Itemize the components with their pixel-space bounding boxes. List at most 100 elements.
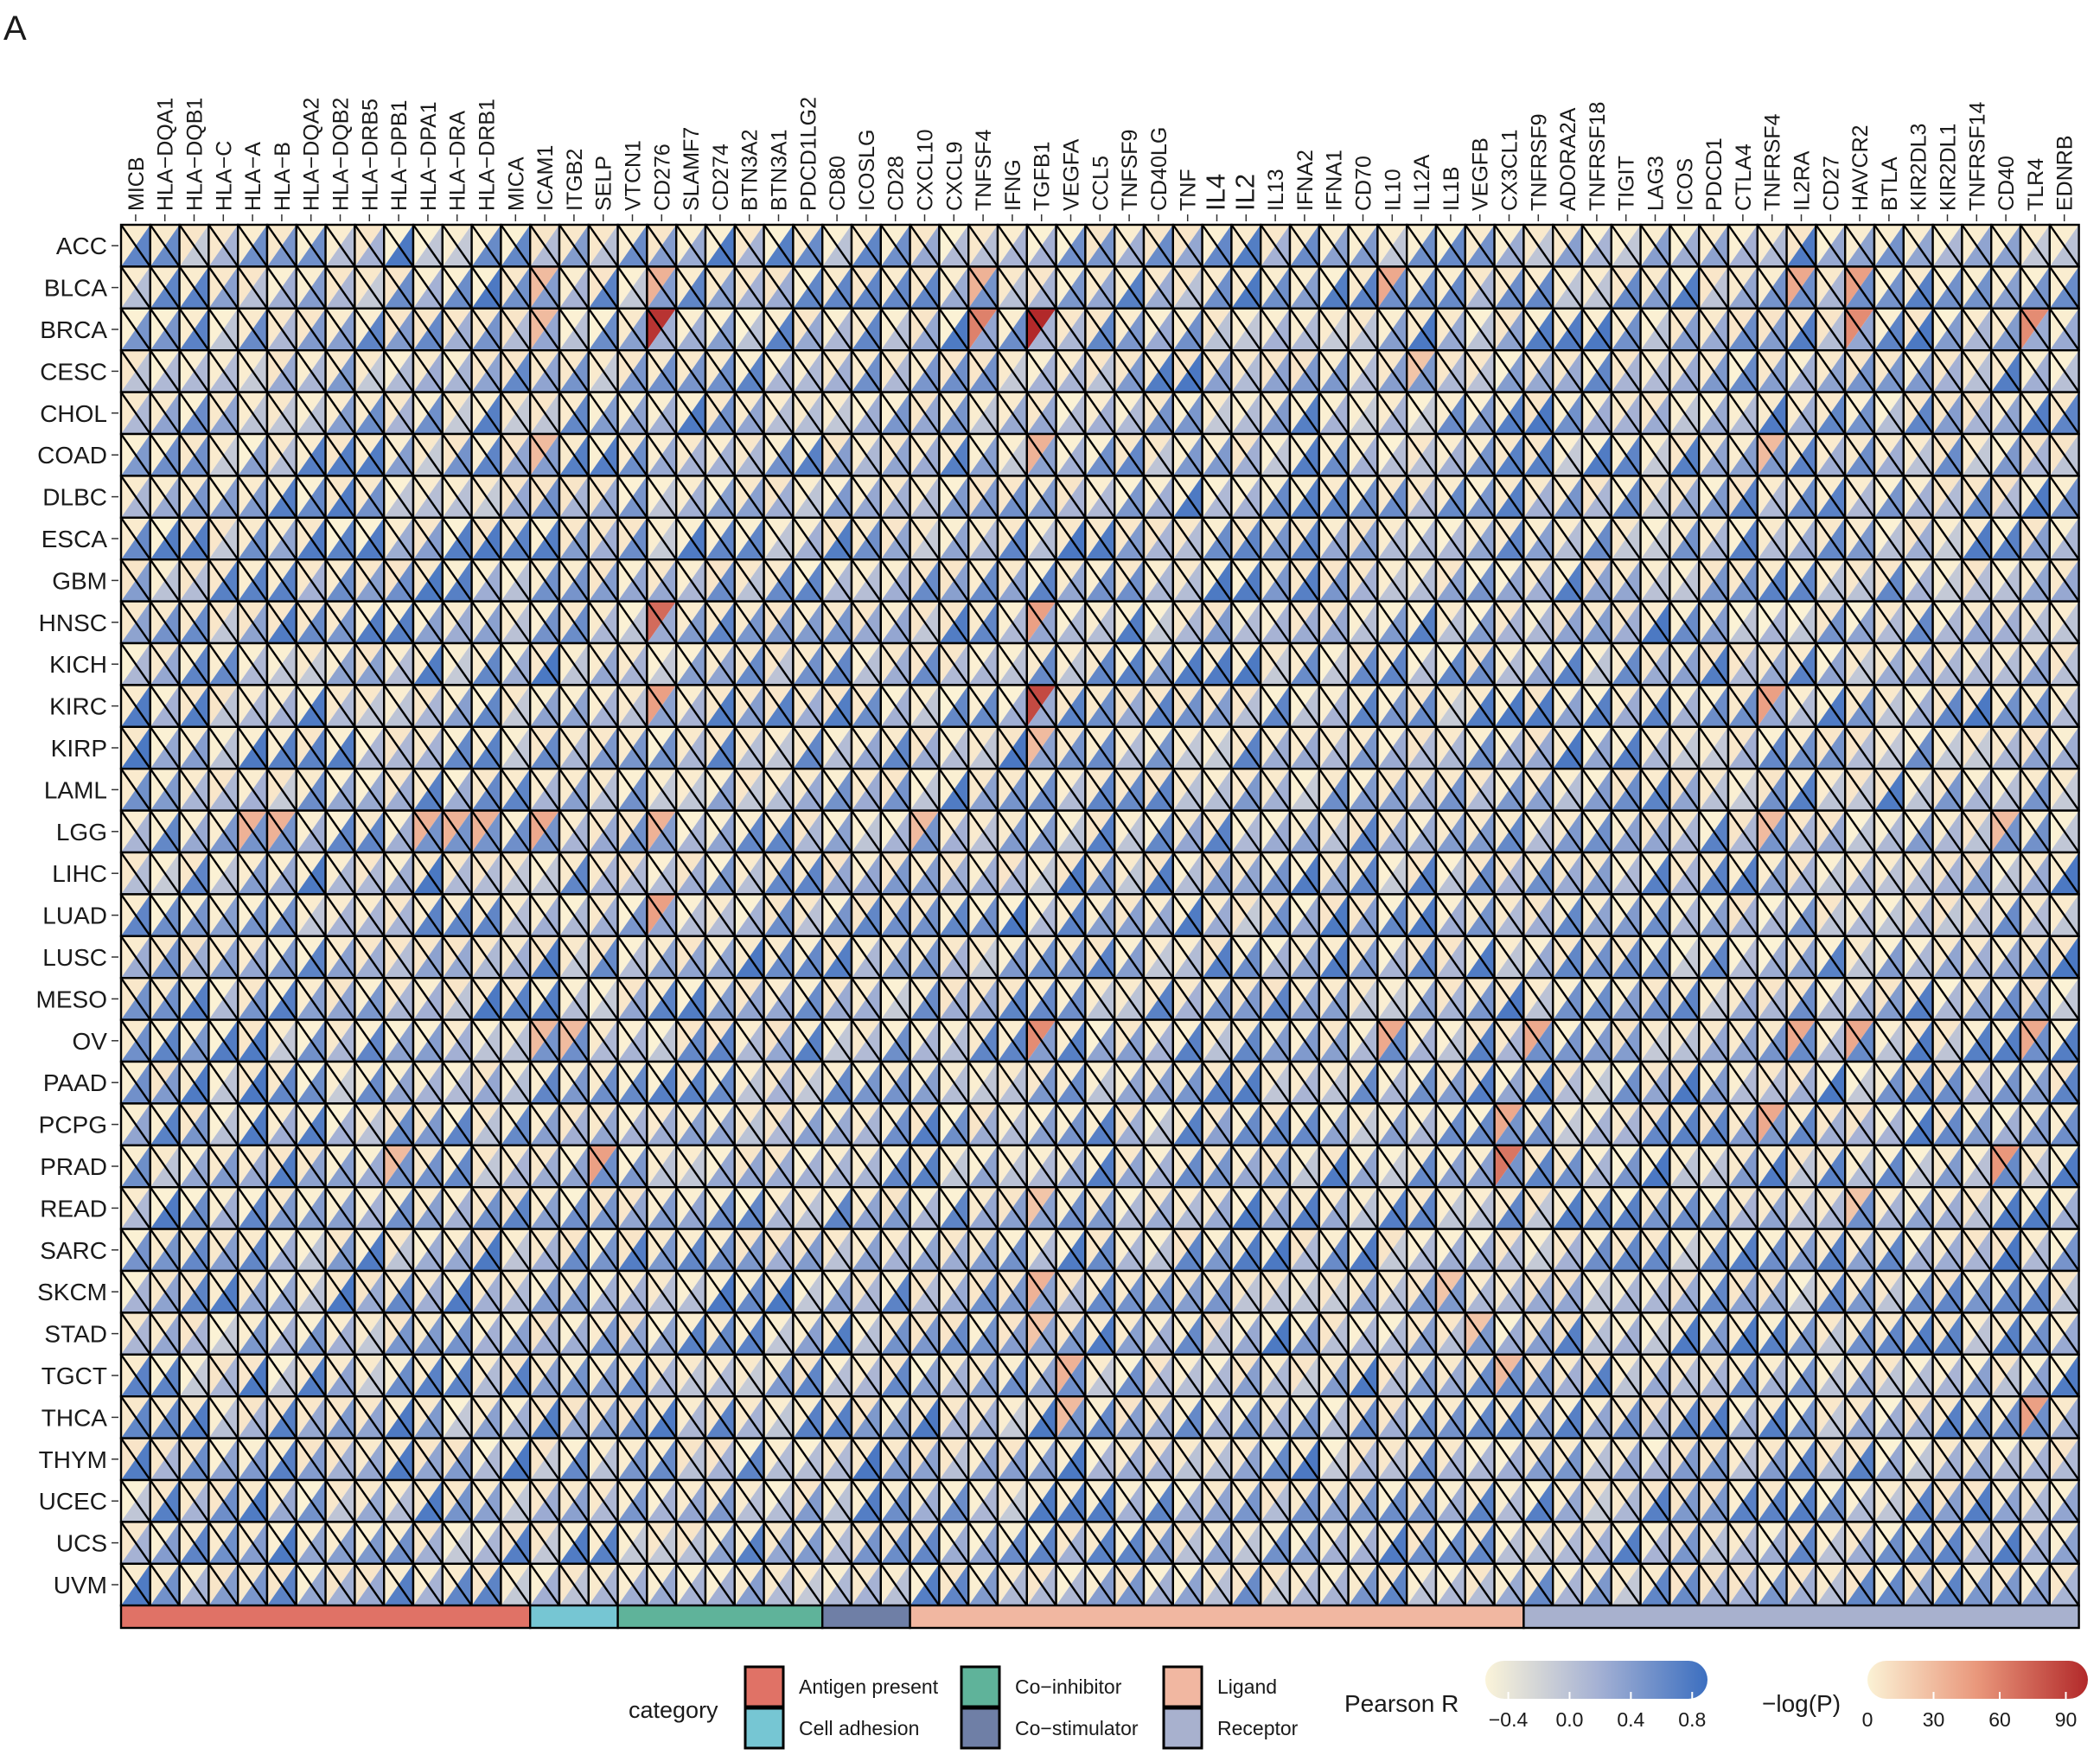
cell-diagonal (1727, 349, 1759, 393)
column-label: KIR2DL3 (1907, 124, 1931, 211)
column-label: HLA−DQA1 (154, 98, 178, 211)
column-label: TLR4 (2024, 158, 2048, 211)
cell-diagonal (938, 265, 970, 310)
cell-diagonal (909, 558, 941, 603)
row-label: THYM (39, 1446, 107, 1473)
cell-diagonal (1376, 265, 1408, 310)
column-label: HLA−DRB1 (476, 99, 500, 211)
cell-diagonal (500, 308, 532, 351)
cell-diagonal (1318, 558, 1350, 603)
cell-diagonal (1289, 349, 1320, 393)
cell-diagonal (324, 600, 356, 644)
cell-diagonal (1844, 349, 1875, 393)
cell-diagonal (705, 349, 736, 393)
column-label: CX3CL1 (1498, 130, 1522, 212)
cell-diagonal (1055, 224, 1087, 268)
cell-diagonal (1201, 349, 1233, 393)
cell-diagonal (967, 349, 999, 393)
cell-diagonal (733, 475, 765, 519)
cell-diagonal (149, 433, 181, 477)
column-label: HLA−B (271, 142, 295, 211)
column-label: HLA−C (212, 141, 236, 211)
cell-diagonal (1873, 349, 1905, 393)
cell-diagonal (1698, 600, 1729, 644)
cell-diagonal (763, 600, 795, 644)
cell-diagonal (470, 558, 502, 603)
cell-diagonal (1902, 475, 1934, 519)
cell-diagonal (1844, 558, 1875, 603)
cell-diagonal (1698, 433, 1729, 477)
cell-diagonal (792, 558, 824, 603)
cell-diagonal (792, 600, 824, 644)
row-label: LUAD (42, 903, 107, 929)
cell-diagonal (1961, 308, 1993, 351)
cell-diagonal (1610, 265, 1642, 310)
cell-diagonal (587, 391, 619, 435)
column-label: EDNRB (2053, 135, 2078, 211)
cell-diagonal (1844, 391, 1875, 435)
cell-diagonal (909, 224, 941, 268)
cell-diagonal (705, 433, 736, 477)
cell-diagonal (1785, 224, 1817, 268)
cell-diagonal (616, 349, 648, 393)
column-label: IL2RA (1790, 150, 1815, 211)
cell-diagonal (1961, 558, 1993, 603)
cell-diagonal (500, 265, 532, 310)
cell-diagonal (1260, 391, 1291, 435)
cell-diagonal (646, 349, 678, 393)
cell-diagonal (1435, 391, 1466, 435)
cell-diagonal (1464, 391, 1496, 435)
cell-diagonal (120, 517, 151, 560)
column-label: TGFB1 (1031, 141, 1055, 211)
cell-diagonal (354, 433, 386, 477)
cell-diagonal (1815, 433, 1847, 477)
cell-diagonal (441, 224, 473, 268)
cell-diagonal (1522, 224, 1554, 268)
column-label: CD70 (1352, 156, 1376, 211)
cell-diagonal (1171, 600, 1203, 644)
cell-diagonal (1260, 433, 1291, 477)
cell-diagonal (470, 433, 502, 477)
cell-diagonal (1552, 600, 1583, 644)
cell-diagonal (616, 224, 648, 268)
cell-diagonal (1961, 475, 1993, 519)
cell-diagonal (997, 517, 1028, 560)
cell-diagonal (997, 475, 1028, 519)
cell-diagonal (879, 391, 911, 435)
cell-diagonal (1025, 600, 1057, 644)
cell-diagonal (178, 224, 210, 268)
cell-diagonal (441, 558, 473, 603)
cell-diagonal (441, 600, 473, 644)
cell-diagonal (997, 600, 1028, 644)
cell-diagonal (879, 600, 911, 644)
cell-diagonal (1931, 433, 1963, 477)
row-label: LIHC (52, 860, 107, 887)
cell-diagonal (1581, 558, 1612, 603)
cell-diagonal (1464, 265, 1496, 310)
cell-diagonal (324, 391, 356, 435)
cell-diagonal (1171, 558, 1203, 603)
column-label: CXCL9 (942, 141, 967, 211)
cell-diagonal (1493, 308, 1525, 351)
cell-diagonal (178, 349, 210, 393)
row-label: BRCA (40, 316, 107, 343)
cell-diagonal (529, 558, 560, 603)
cell-diagonal (1376, 349, 1408, 393)
cell-diagonal (675, 433, 706, 477)
cell-diagonal (1581, 224, 1612, 268)
cell-diagonal (1084, 349, 1116, 393)
row-label: MESO (36, 986, 107, 1012)
cell-diagonal (295, 391, 327, 435)
cell-diagonal (1318, 224, 1350, 268)
cell-diagonal (1610, 224, 1642, 268)
cell-diagonal (1230, 349, 1262, 393)
cell-diagonal (1756, 224, 1788, 268)
cell-diagonal (1698, 224, 1729, 268)
cell-diagonal (1756, 600, 1788, 644)
cell-diagonal (120, 308, 151, 351)
row-label: UVM (54, 1572, 107, 1599)
cell-diagonal (1552, 308, 1583, 351)
cell-diagonal (1406, 265, 1437, 310)
column-label: SELP (592, 156, 616, 211)
cell-diagonal (763, 224, 795, 268)
